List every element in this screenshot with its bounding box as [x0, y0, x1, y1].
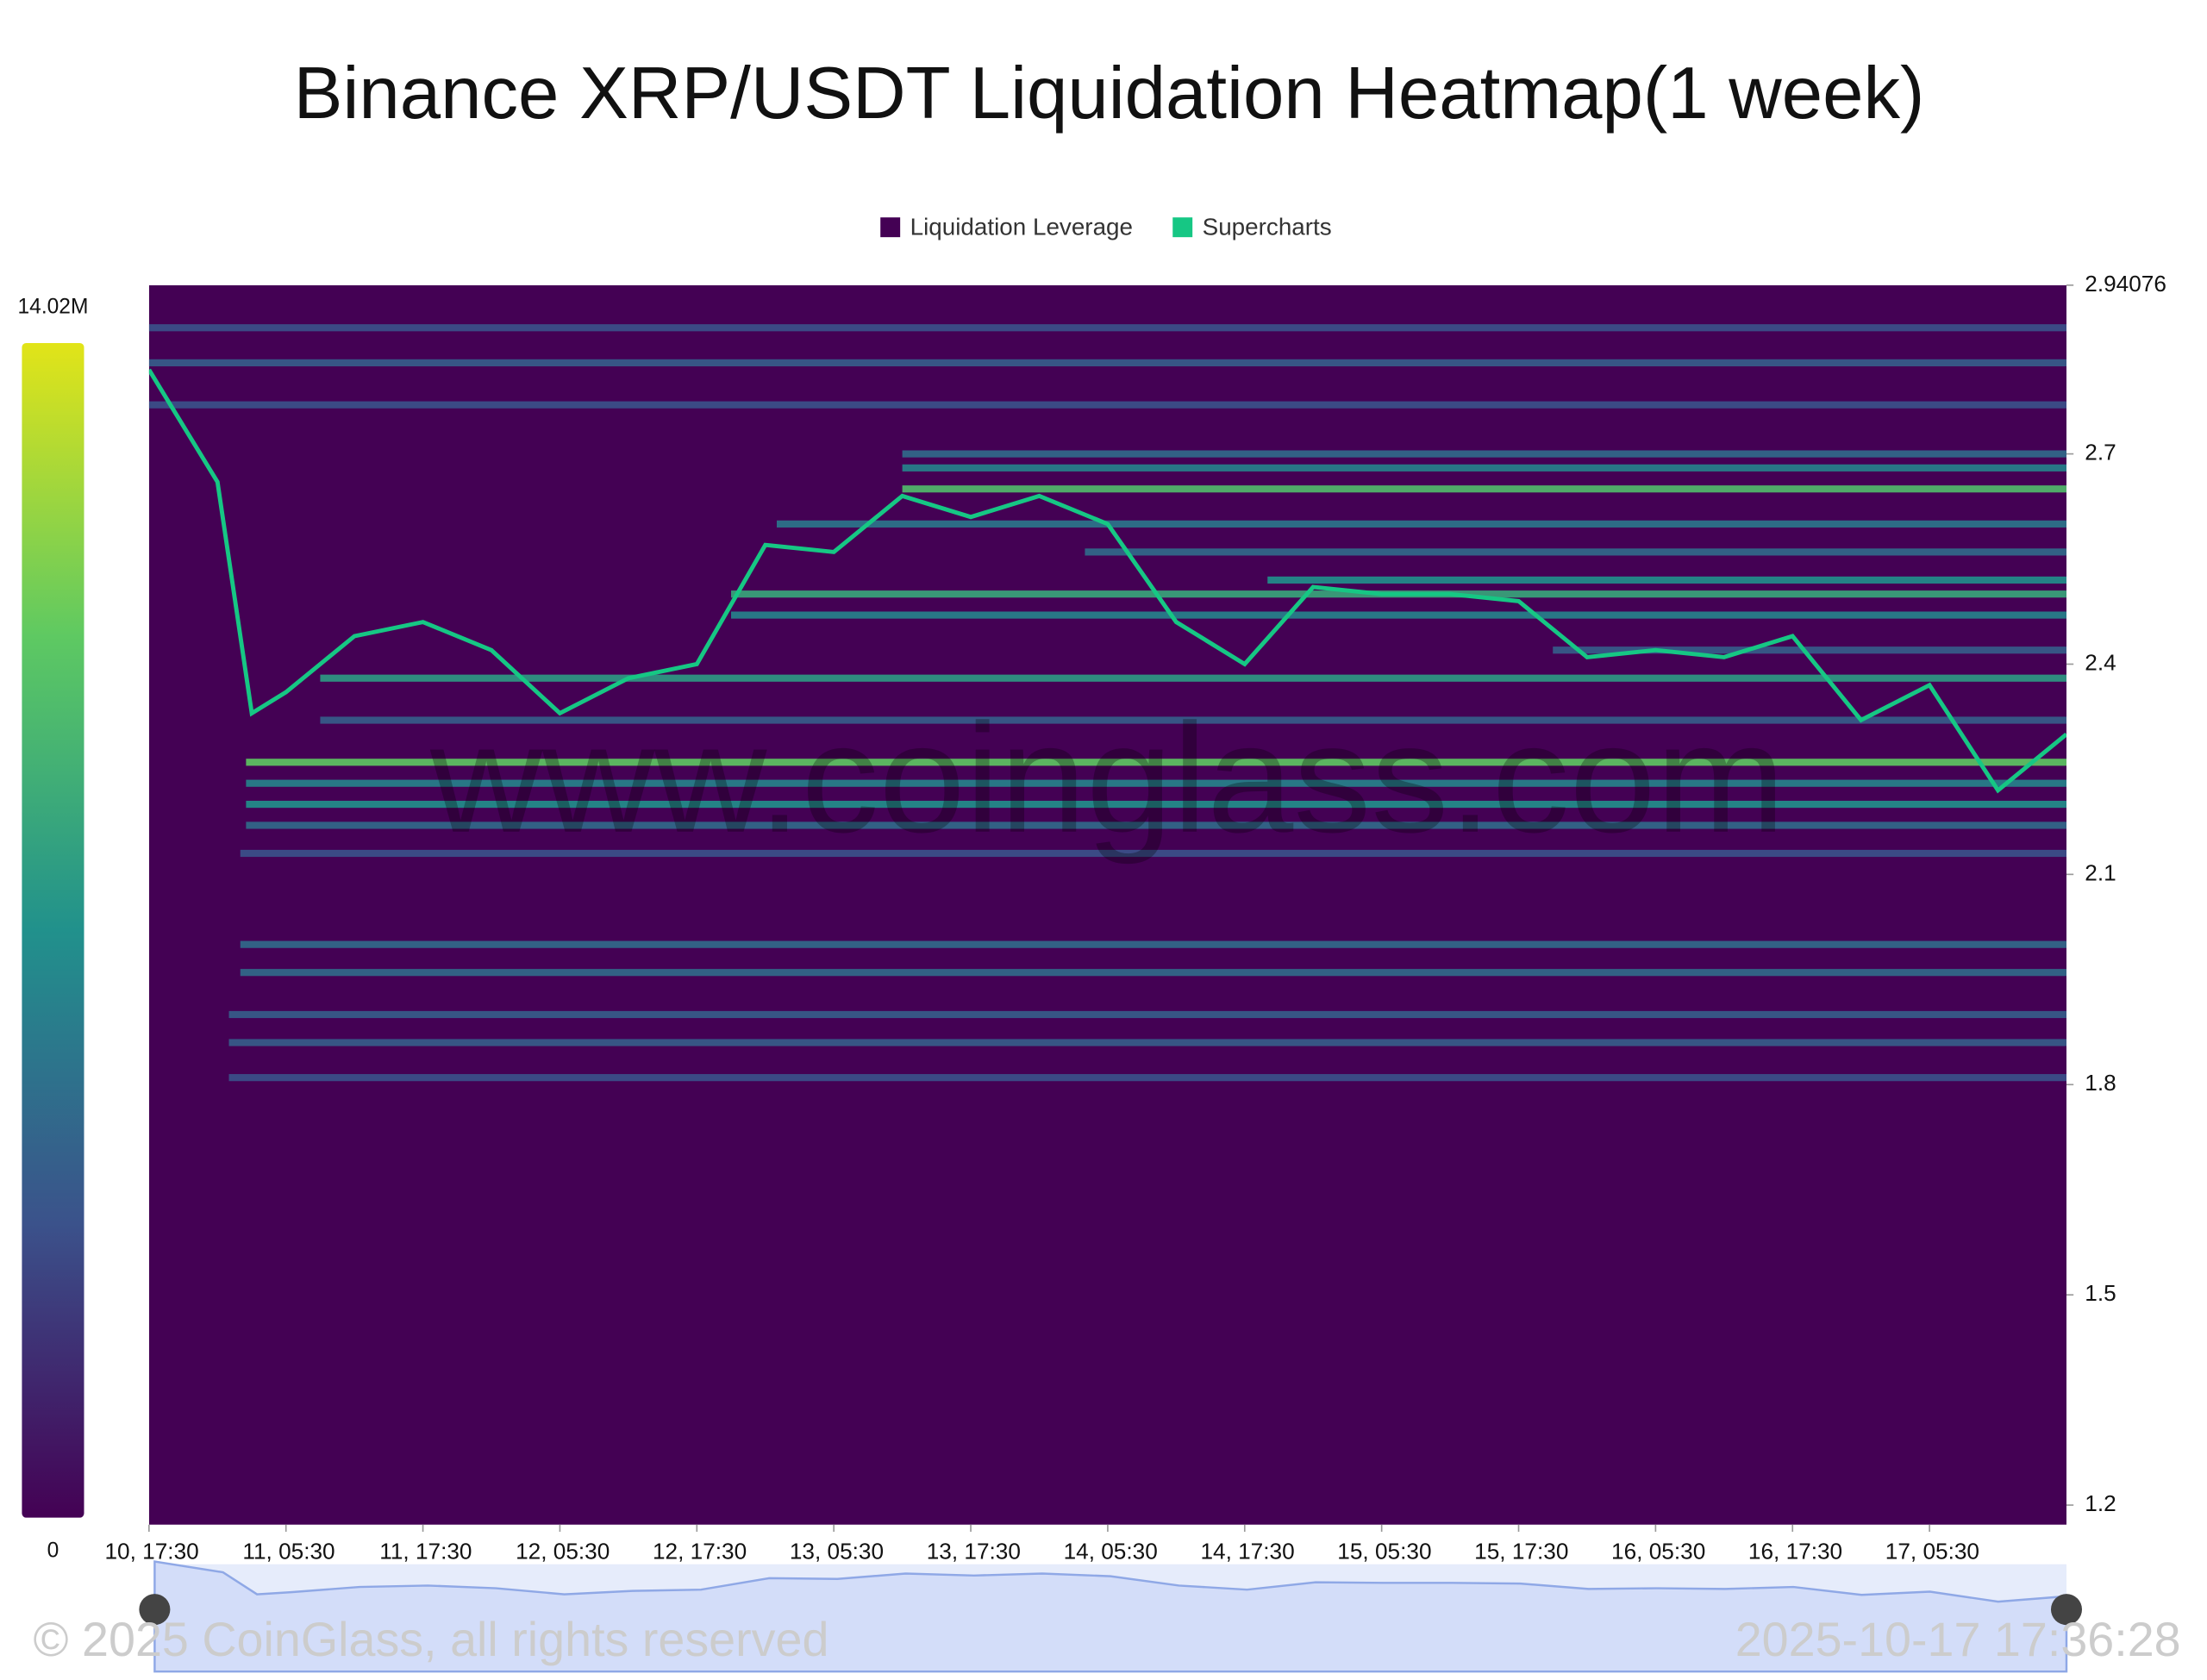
navigator-handle[interactable] — [2050, 1594, 2083, 1626]
y-tick-label: 2.4 — [2085, 649, 2116, 675]
liquidation-band — [148, 401, 2066, 409]
y-tick-label: 2.94076 — [2085, 271, 2166, 297]
x-tick-label: 15, 05:30 — [1337, 1539, 1431, 1564]
x-tick-label: 11, 05:30 — [242, 1539, 334, 1564]
liquidation-band — [320, 674, 2066, 682]
liquidation-band — [731, 611, 2066, 619]
liquidation-band — [228, 1039, 2066, 1046]
x-tick-label: 12, 05:30 — [516, 1539, 610, 1564]
x-tick-label: 14, 05:30 — [1064, 1539, 1158, 1564]
liquidation-band — [902, 485, 2066, 493]
liquidation-band — [776, 520, 2066, 528]
liquidation-band — [240, 940, 2066, 948]
liquidation-band — [148, 324, 2066, 332]
liquidation-band — [148, 359, 2066, 366]
x-tick-label: 12, 17:30 — [653, 1539, 747, 1564]
legend-swatch — [1172, 217, 1193, 238]
copyright: © 2025 CoinGlass, all rights reserved — [34, 1613, 829, 1666]
price-line — [148, 368, 2066, 794]
liquidation-band — [246, 800, 2066, 809]
liquidation-band — [1267, 576, 2066, 584]
liquidation-band — [246, 821, 2066, 829]
liquidation-band — [1553, 646, 2066, 654]
y-tick-label: 1.5 — [2085, 1280, 2116, 1306]
x-tick-label: 14, 17:30 — [1200, 1539, 1294, 1564]
liquidation-band — [902, 464, 2066, 472]
y-tick-label: 1.2 — [2085, 1490, 2116, 1516]
x-tick-label: 11, 17:30 — [379, 1539, 472, 1564]
liquidation-band — [902, 450, 2066, 458]
x-tick-label: 13, 05:30 — [790, 1539, 884, 1564]
liquidation-band — [240, 969, 2066, 977]
x-tick-label: 17, 05:30 — [1885, 1539, 1979, 1564]
colorbar-max: 14.02M — [18, 296, 89, 319]
navigator-handle[interactable] — [139, 1594, 171, 1626]
liquidation-band — [246, 759, 2066, 766]
x-tick-label: 10, 17:30 — [105, 1539, 199, 1564]
legend-label: Liquidation Leverage — [910, 214, 1133, 240]
y-tick-label: 2.7 — [2085, 439, 2116, 465]
timestamp: 2025-10-17 17:36:28 — [1735, 1613, 2181, 1666]
colorbar — [22, 342, 84, 1518]
y-tick-label: 2.1 — [2085, 859, 2116, 885]
x-tick-label: 16, 05:30 — [1611, 1539, 1705, 1564]
x-tick-label: 16, 17:30 — [1748, 1539, 1842, 1564]
liquidation-band — [1085, 548, 2066, 556]
watermark: www.coinglass.com — [429, 692, 1785, 865]
liquidation-band — [246, 779, 2066, 787]
legend-label: Supercharts — [1203, 214, 1332, 240]
heatmap — [148, 284, 2066, 1525]
legend-swatch — [880, 217, 901, 238]
liquidation-band — [228, 1010, 2066, 1019]
y-tick-label: 1.8 — [2085, 1070, 2116, 1096]
navigator-area — [153, 1560, 2068, 1673]
liquidation-band — [240, 849, 2066, 858]
x-tick-label: 13, 17:30 — [927, 1539, 1021, 1564]
colorbar-min: 0 — [47, 1539, 59, 1562]
chart-title: Binance XRP/USDT Liquidation Heatmap(1 w… — [294, 53, 1925, 134]
x-tick-label: 15, 17:30 — [1474, 1539, 1568, 1564]
liquidation-band — [228, 1074, 2066, 1082]
liquidation-band — [320, 716, 2066, 724]
